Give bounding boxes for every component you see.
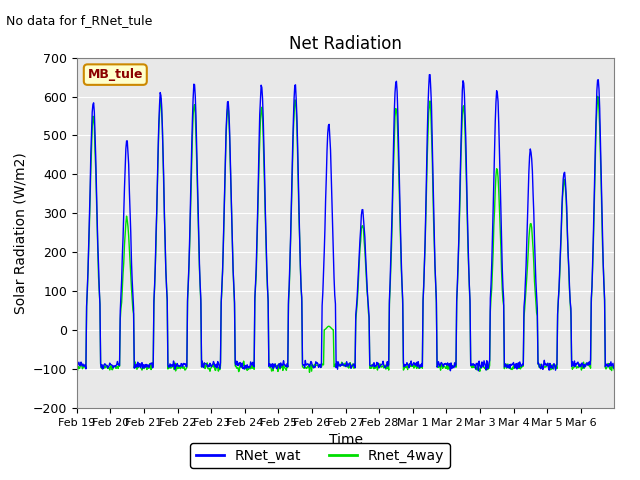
RNet_wat bbox=[401, 361, 409, 367]
Rnet_4way bbox=[402, 364, 410, 370]
Text: MB_tule: MB_tule bbox=[88, 68, 143, 81]
Rnet_4way bbox=[73, 363, 81, 369]
Rnet_4way bbox=[136, 363, 144, 369]
RNet_wat bbox=[426, 72, 434, 78]
Line: RNet_wat: RNet_wat bbox=[77, 75, 614, 371]
Rnet_4way bbox=[594, 94, 602, 99]
Rnet_4way bbox=[235, 369, 243, 374]
RNet_wat bbox=[136, 360, 144, 366]
RNet_wat bbox=[475, 368, 483, 374]
Legend: RNet_wat, Rnet_4way: RNet_wat, Rnet_4way bbox=[190, 443, 450, 468]
RNet_wat bbox=[73, 361, 81, 367]
Rnet_4way bbox=[262, 219, 269, 225]
Line: Rnet_4way: Rnet_4way bbox=[77, 96, 614, 372]
Title: Net Radiation: Net Radiation bbox=[289, 35, 402, 53]
X-axis label: Time: Time bbox=[328, 433, 363, 447]
Text: No data for f_RNet_tule: No data for f_RNet_tule bbox=[6, 14, 153, 27]
Rnet_4way bbox=[306, 370, 314, 375]
Rnet_4way bbox=[282, 366, 289, 372]
RNet_wat bbox=[432, 280, 440, 286]
RNet_wat bbox=[262, 208, 269, 214]
RNet_wat bbox=[282, 363, 289, 369]
Rnet_4way bbox=[611, 367, 618, 373]
RNet_wat bbox=[235, 360, 243, 366]
Rnet_4way bbox=[432, 282, 440, 288]
RNet_wat bbox=[611, 366, 618, 372]
Y-axis label: Solar Radiation (W/m2): Solar Radiation (W/m2) bbox=[13, 152, 27, 313]
